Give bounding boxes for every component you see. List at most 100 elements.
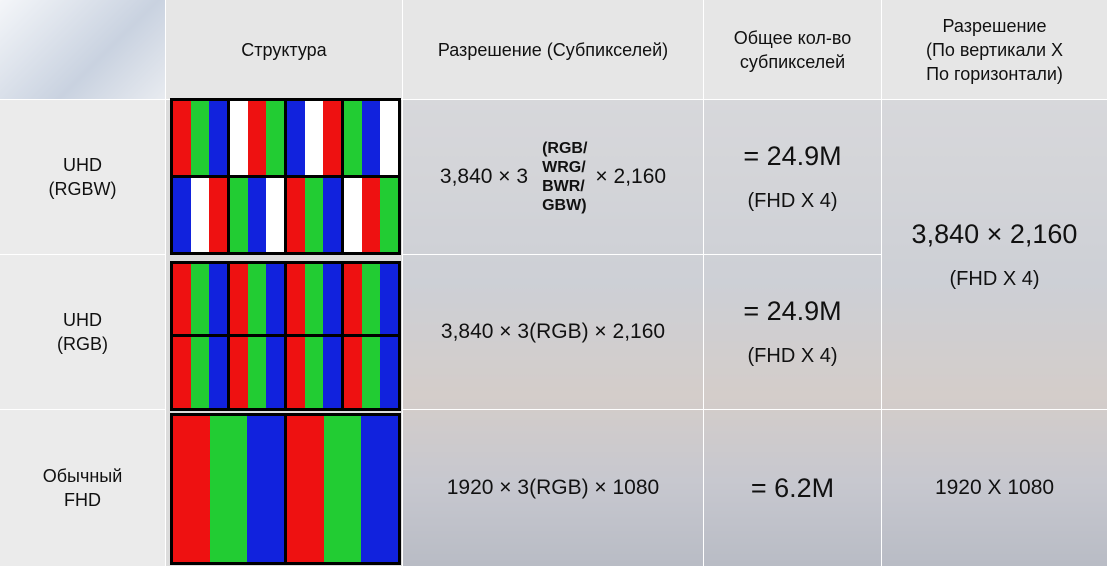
subpixel <box>248 178 266 252</box>
label-line: (RGBW) <box>48 179 117 199</box>
subpixel <box>362 101 380 175</box>
resolution: 1920 × 3(RGB) × 1080 <box>446 476 660 499</box>
subpixel <box>191 178 209 252</box>
resolution-cell: 3,840 × 3 (RGB/WRG/BWR/GBW) × 2,160 <box>403 100 704 255</box>
note-line: WRG/ <box>542 159 586 176</box>
subpixel <box>323 337 341 408</box>
corner <box>0 0 166 100</box>
label-line: UHD <box>63 155 102 175</box>
subpixel <box>305 264 323 334</box>
subpixel <box>287 416 324 562</box>
row-label: Обычный FHD <box>0 410 166 567</box>
subpixel <box>323 101 341 175</box>
header-text: Общее кол-во <box>733 27 852 48</box>
subpixel <box>323 178 341 252</box>
subpixel <box>344 101 362 175</box>
header-text: субпикселей <box>739 51 846 72</box>
subpixel <box>362 264 380 334</box>
subpixel <box>248 101 266 175</box>
total: = 6.2M <box>750 472 835 503</box>
subpixel <box>362 337 380 408</box>
subpixel <box>266 337 284 408</box>
label-line: FHD <box>64 490 101 510</box>
total-cell: = 24.9M (FHD X 4) <box>704 100 882 255</box>
header-text: (По вертикали X <box>925 39 1064 60</box>
header-cell: Разрешение (Субпикселей) <box>403 0 704 100</box>
subpixel <box>230 337 248 408</box>
subpixel <box>173 101 191 175</box>
note-line: GBW) <box>542 197 587 214</box>
merged-value: 3,840 × 2,160 <box>911 218 1078 249</box>
subpixel <box>380 101 398 175</box>
row-label: UHD (RGB) <box>0 255 166 410</box>
total: = 24.9M <box>743 296 842 326</box>
subpixel <box>323 264 341 334</box>
subpixel <box>305 101 323 175</box>
subpixel <box>173 264 191 334</box>
subpixel <box>344 264 362 334</box>
final: 1920 X 1080 <box>934 476 1055 499</box>
resolution: 3,840 × 3 <box>439 165 529 188</box>
subpixel <box>380 264 398 334</box>
subpixel <box>380 178 398 252</box>
subpixel <box>173 178 191 252</box>
note-line: BWR/ <box>542 178 585 195</box>
subpixel <box>173 416 210 562</box>
total-cell: = 24.9M (FHD X 4) <box>704 255 882 410</box>
subpixel <box>230 101 248 175</box>
resolution-cell: 1920 × 3(RGB) × 1080 <box>403 410 704 567</box>
subpixel <box>287 101 305 175</box>
subpixel <box>247 416 284 562</box>
subpixel <box>191 337 209 408</box>
subpixel <box>209 178 227 252</box>
subpixel <box>362 178 380 252</box>
subpixel <box>266 264 284 334</box>
note-line: (RGB/ <box>542 140 588 157</box>
subpixel <box>191 101 209 175</box>
header-text: Структура <box>241 39 327 60</box>
resolution-cell: 3,840 × 3(RGB) × 2,160 <box>403 255 704 410</box>
subpixel <box>248 337 266 408</box>
header-text: Разрешение <box>942 15 1047 36</box>
resolution: 3,840 × 3(RGB) × 2,160 <box>440 320 666 343</box>
resolution-note: (RGB/WRG/BWR/GBW) <box>542 139 587 215</box>
header-text: По горизонтали) <box>926 63 1063 84</box>
label-line: Обычный <box>42 466 123 486</box>
subpixel <box>361 416 398 562</box>
subpixel <box>266 178 284 252</box>
subpixel <box>210 416 247 562</box>
total-note: (FHD X 4) <box>747 190 838 212</box>
subpixel <box>230 264 248 334</box>
resolution-suffix: × 2,160 <box>595 165 667 188</box>
subpixel <box>344 337 362 408</box>
total-cell: = 6.2M <box>704 410 882 567</box>
subpixel <box>266 101 284 175</box>
final-cell: 1920 X 1080 <box>882 410 1108 567</box>
subpixel <box>287 264 305 334</box>
subpixel <box>344 178 362 252</box>
subpixel <box>248 264 266 334</box>
subpixel <box>173 337 191 408</box>
subpixel <box>230 178 248 252</box>
subpixel <box>287 178 305 252</box>
subpixel <box>191 264 209 334</box>
subpixel <box>324 416 361 562</box>
header-cell: Структура <box>166 0 403 100</box>
subpixel <box>287 337 305 408</box>
subpixel <box>209 101 227 175</box>
total-note: (FHD X 4) <box>747 345 838 367</box>
merged-note: (FHD X 4) <box>949 267 1040 290</box>
subpixel <box>209 264 227 334</box>
label-line: (RGB) <box>57 334 108 354</box>
subpixel <box>305 178 323 252</box>
total: = 24.9M <box>743 141 842 171</box>
header-cell: Общее кол-во субпикселей <box>704 0 882 100</box>
subpixel <box>305 337 323 408</box>
label-line: UHD <box>63 310 102 330</box>
subpixel <box>380 337 398 408</box>
header-text: Разрешение (Субпикселей) <box>437 39 669 60</box>
subpixel <box>209 337 227 408</box>
merged-cell: 3,840 × 2,160 (FHD X 4) <box>882 100 1108 410</box>
